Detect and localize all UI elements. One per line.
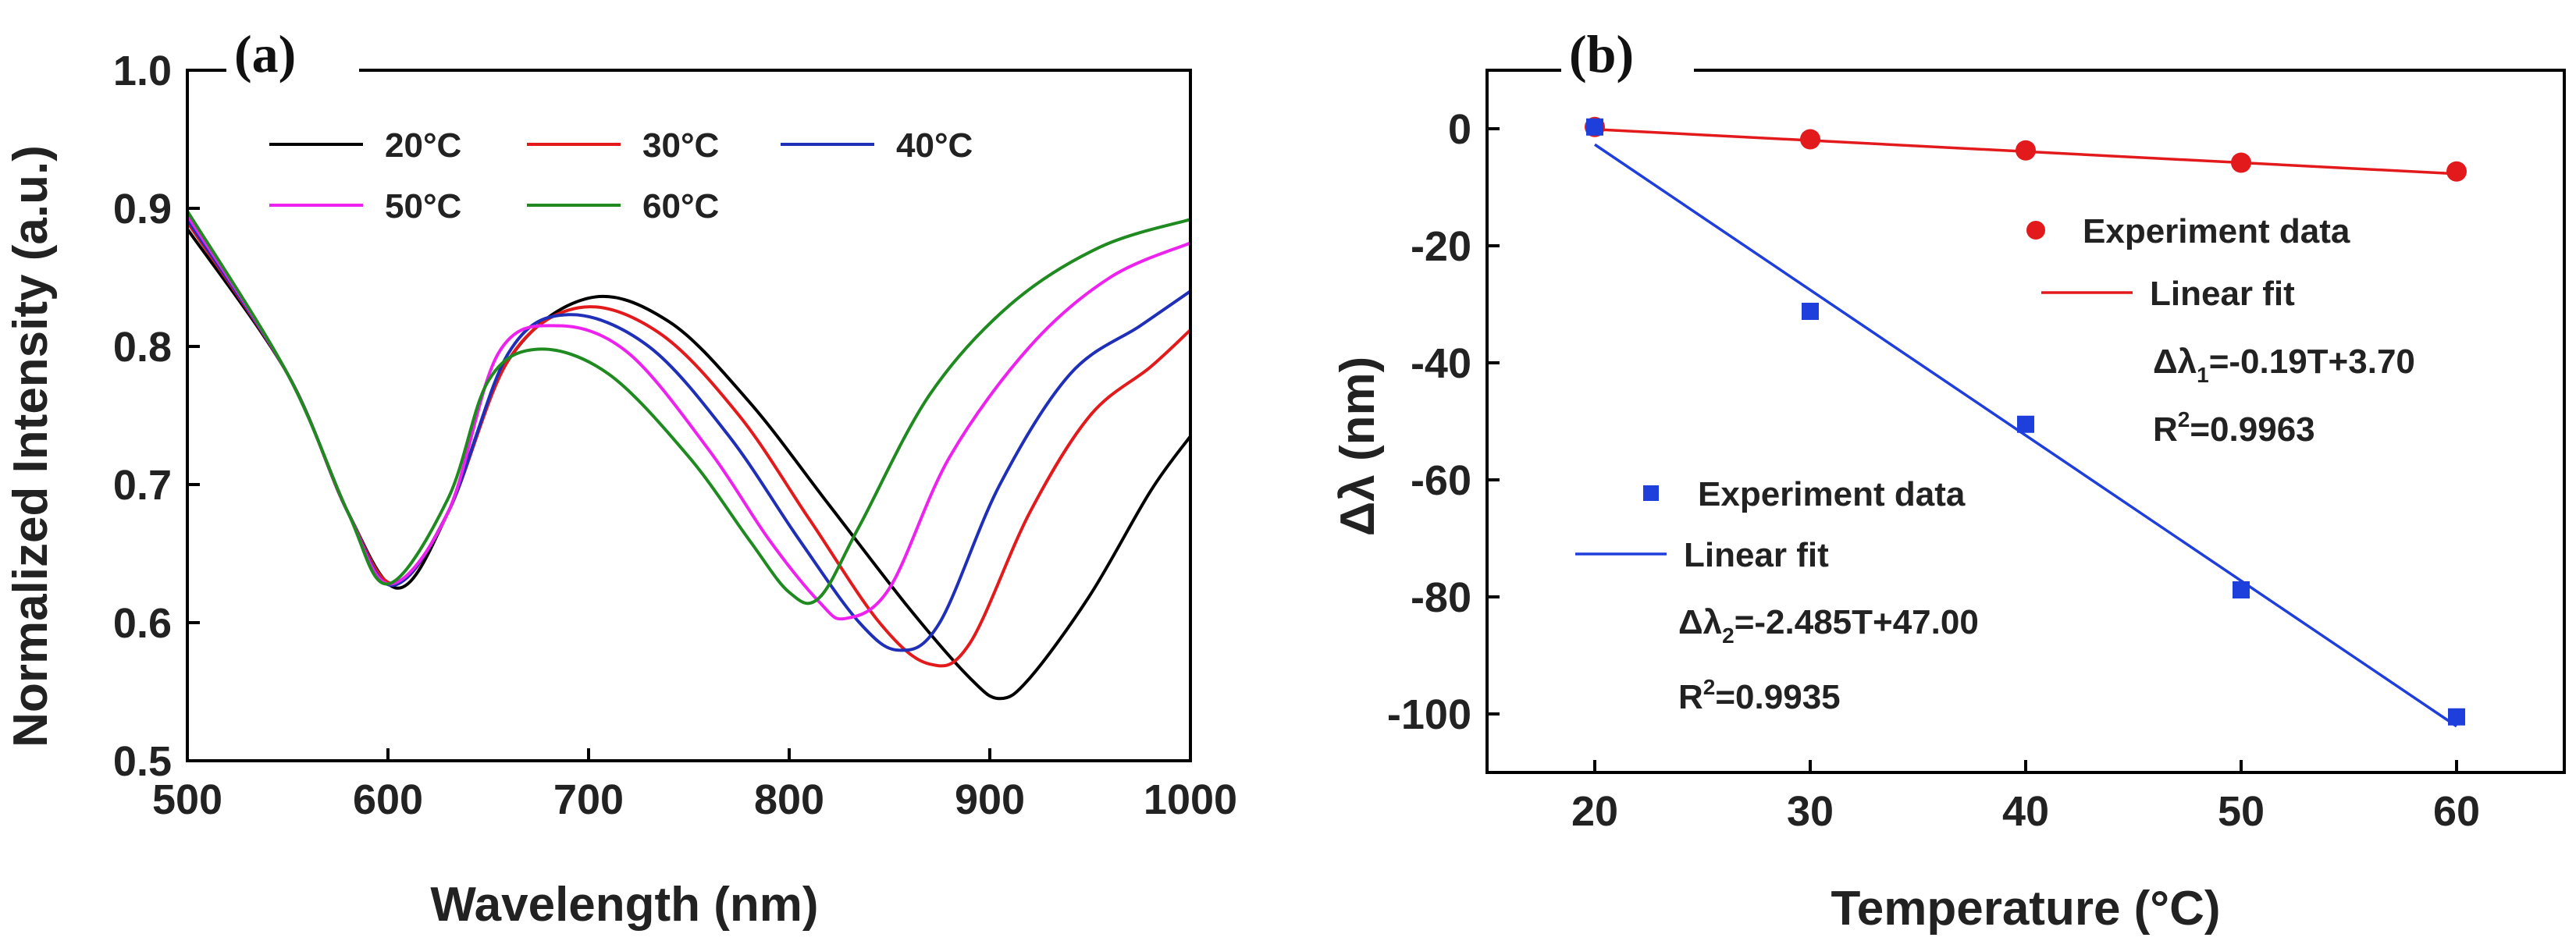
legend-label-fit-2: Linear fit <box>1684 536 1829 574</box>
data-point-square <box>2233 581 2250 598</box>
panel-a-x-tick-label: 500 <box>152 776 222 823</box>
panel-a-frame <box>186 69 1192 762</box>
panel-a-y-tick-label: 0.6 <box>113 600 172 647</box>
panel-b-label-mask <box>1561 62 1694 78</box>
panel-b-plot-area <box>1585 116 2467 728</box>
panel-a-x-tick-label: 800 <box>754 776 824 823</box>
panel-a-x-tick-label: 600 <box>353 776 423 823</box>
legend-label-experiment-2: Experiment data <box>1698 475 1966 513</box>
legend-label-40c: 40°C <box>896 126 973 165</box>
spectrum-line-60c <box>186 210 1191 605</box>
panel-a-y-tick-label: 0.8 <box>113 324 172 371</box>
panel-b-x-axis-title: Temperature (°C) <box>1831 882 2220 936</box>
legend-marker-square <box>1643 485 1659 501</box>
panel-b-y-tick-label: -60 <box>1411 457 1471 504</box>
data-point-square <box>2448 708 2465 726</box>
panel-b-y-tick-label: -20 <box>1411 223 1471 270</box>
panel-b-y-tick-label: -100 <box>1387 691 1471 738</box>
linear-fit-line-2 <box>1594 143 2457 728</box>
legend-label-30c: 30°C <box>642 126 719 165</box>
legend-label-20c: 20°C <box>385 126 461 165</box>
fit-r-squared-1: R2=0.9963 <box>2153 407 2315 449</box>
panel-a-x-tick-label: 900 <box>955 776 1025 823</box>
spectrum-line-40c <box>186 218 1192 652</box>
legend-label-50c: 50°C <box>385 187 461 225</box>
panel-a-legend: 20°C 30°C 40°C 50°C 60°C <box>269 126 973 225</box>
panel-b-y-tick-label: 0 <box>1448 106 1471 153</box>
panel-b-x-tick-label: 30 <box>1787 788 1834 835</box>
panel-b-y-tick-label: -80 <box>1411 574 1471 621</box>
spectrum-line-30c <box>186 221 1192 668</box>
panel-a-y-tick-label: 0.9 <box>113 186 172 233</box>
panel-a-label-mask <box>226 62 359 78</box>
legend-label-60c: 60°C <box>642 187 719 225</box>
panel-b-x-tick-label: 50 <box>2218 788 2265 835</box>
panel-b-shift-chart: 20 30 40 50 60 0 -20 -40 -60 -80 -100 (b) Temperat… <box>1331 24 2566 936</box>
panel-a-axes: 500 600 700 800 900 1000 0.5 0.6 0.7 0.8 0.9 1.0 <box>113 48 1237 823</box>
panel-a-spectra-chart: 500 600 700 800 900 1000 0.5 0.6 0.7 0.8 0.9 1.0 (a… <box>4 24 1237 932</box>
legend-label-experiment-1: Experiment data <box>2083 212 2350 250</box>
panel-a-x-tick-label: 1000 <box>1144 776 1237 823</box>
panel-b-label: (b) <box>1569 24 1634 83</box>
panel-b-y-tick-label: -40 <box>1411 340 1471 387</box>
data-point-circle <box>2016 140 2036 161</box>
fit-equation-1: Δλ1=-0.19T+3.70 <box>2153 343 2415 387</box>
data-point-circle <box>1800 129 1820 150</box>
panel-a-y-tick-label: 0.7 <box>113 462 172 509</box>
legend-label-fit-1: Linear fit <box>2150 275 2295 313</box>
panel-a-y-tick-label: 1.0 <box>113 48 172 94</box>
panel-b-legend: Experiment data Linear fit Δλ1=-0.19T+3.70… <box>1575 212 2415 716</box>
panel-b-x-tick-label: 20 <box>1571 788 1618 835</box>
data-point-circle <box>2446 161 2467 182</box>
panel-a-label: (a) <box>234 24 296 83</box>
panel-b-y-axis-title: Δλ (nm) <box>1331 357 1385 537</box>
panel-a-plot-area <box>186 210 1192 701</box>
panel-a-y-tick-label: 0.5 <box>113 738 172 785</box>
fit-equation-2: Δλ2=-2.485T+47.00 <box>1678 603 1979 648</box>
panel-a-x-axis-title: Wavelength (nm) <box>430 878 818 932</box>
panel-b-x-tick-label: 40 <box>2002 788 2049 835</box>
data-point-circle <box>2231 152 2251 173</box>
legend-marker-circle <box>2026 221 2045 240</box>
panel-b-axes: 20 30 40 50 60 0 -20 -40 -60 -80 -100 <box>1387 62 2566 835</box>
data-point-square <box>2017 415 2034 433</box>
spectrum-line-20c <box>186 228 1192 701</box>
data-point-square <box>1802 303 1819 320</box>
data-point-square <box>1586 118 1603 136</box>
panel-a-y-axis-title: Normalized Intensity (a.u.) <box>4 145 58 747</box>
panel-b-x-tick-label: 60 <box>2433 788 2480 835</box>
fit-r-squared-2: R2=0.9935 <box>1678 675 1841 716</box>
panel-a-x-tick-label: 700 <box>553 776 624 823</box>
